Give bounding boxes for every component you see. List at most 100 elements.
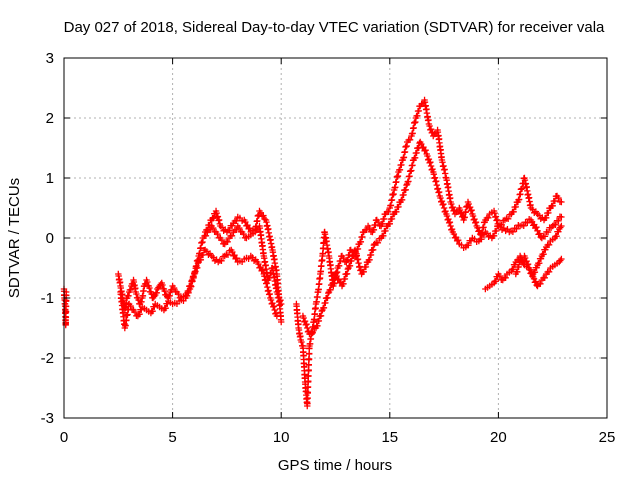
data-point: [509, 266, 517, 273]
data-point: [445, 219, 453, 227]
data-point: [402, 186, 409, 193]
data-point: [465, 242, 472, 249]
data-point: [159, 281, 166, 289]
data-point: [398, 161, 405, 169]
data-point: [366, 256, 373, 263]
data-point: [224, 238, 231, 245]
data-point: [367, 251, 375, 259]
data-point: [558, 255, 565, 263]
data-point: [301, 317, 309, 325]
data-point: [467, 207, 475, 215]
data-point: [458, 209, 465, 217]
data-point: [385, 208, 392, 215]
y-tick-label: 0: [46, 230, 54, 247]
data-point: [259, 267, 266, 274]
data-point: [302, 321, 310, 329]
data-point: [210, 215, 217, 222]
data-point: [472, 219, 480, 226]
data-point: [427, 162, 435, 170]
x-tick-label: 0: [60, 429, 68, 446]
data-point: [170, 284, 178, 292]
data-point: [429, 165, 436, 173]
data-point: [465, 200, 472, 208]
data-point: [309, 329, 316, 336]
data-point: [136, 311, 143, 318]
data-point: [204, 226, 211, 233]
data-point: [380, 232, 387, 239]
data-point: [492, 278, 499, 285]
data-point: [346, 251, 353, 259]
y-tick-label: 1: [46, 170, 54, 187]
data-point: [496, 272, 504, 280]
data-point: [303, 321, 310, 328]
data-point: [400, 191, 407, 199]
data-point: [438, 197, 446, 205]
chart-title: Day 027 of 2018, Sidereal Day-to-day VTE…: [64, 19, 605, 36]
data-point: [455, 237, 462, 244]
data-point: [425, 155, 433, 163]
axis-ticks: 0 5 10 15 20 25 -3 -2 -1 0 1 2 3: [41, 50, 616, 446]
data-point: [359, 233, 366, 241]
data-point: [447, 222, 454, 230]
data-point: [183, 292, 191, 299]
data-point: [327, 286, 334, 293]
data-point: [267, 296, 275, 304]
data-point: [175, 290, 182, 298]
x-tick-label: 10: [273, 429, 290, 446]
data-point: [369, 246, 377, 253]
data-point: [346, 262, 354, 269]
data-point: [514, 268, 521, 275]
data-point: [271, 306, 278, 314]
data-point: [351, 247, 358, 255]
x-tick-label: 20: [490, 429, 507, 446]
data-point: [224, 251, 232, 258]
data-point: [555, 217, 562, 225]
data-point: [555, 194, 562, 202]
data-point: [199, 251, 207, 259]
data-point: [449, 203, 456, 211]
data-point: [545, 268, 553, 275]
data-point: [413, 149, 420, 157]
data-point: [203, 248, 211, 255]
data-point: [529, 206, 536, 213]
data-point: [374, 239, 382, 246]
x-tick-label: 5: [168, 429, 176, 446]
data-point: [509, 228, 517, 235]
data-point: [138, 298, 145, 305]
y-tick-label: 2: [46, 110, 54, 127]
data-point: [370, 226, 378, 233]
data-point: [466, 203, 474, 211]
data-point: [445, 215, 452, 223]
data-point: [166, 292, 173, 299]
data-point: [236, 224, 243, 232]
data-point: [218, 224, 226, 231]
data-point: [448, 200, 455, 208]
data-point: [443, 212, 451, 220]
data-point: [379, 220, 386, 227]
data-point: [233, 255, 240, 262]
data-point: [185, 287, 192, 295]
data-point: [209, 224, 217, 232]
data-point: [502, 274, 509, 281]
data-point: [545, 209, 552, 217]
data-point: [483, 230, 491, 237]
data-point: [536, 260, 543, 267]
data-point: [437, 194, 444, 202]
data-point: [228, 232, 236, 239]
data-point: [324, 294, 331, 301]
data-point: [144, 278, 151, 286]
data-point: [448, 225, 456, 233]
data-point: [318, 307, 325, 315]
data-point: [535, 212, 543, 219]
data-point: [197, 256, 205, 263]
x-tick-label: 25: [599, 429, 616, 446]
data-point: [246, 225, 253, 232]
data-point: [315, 317, 323, 325]
data-point: [344, 256, 352, 263]
y-tick-label: 3: [46, 50, 54, 67]
data-point: [558, 222, 565, 230]
data-point: [125, 292, 132, 299]
data-point: [149, 308, 156, 315]
data-point: [133, 290, 140, 298]
